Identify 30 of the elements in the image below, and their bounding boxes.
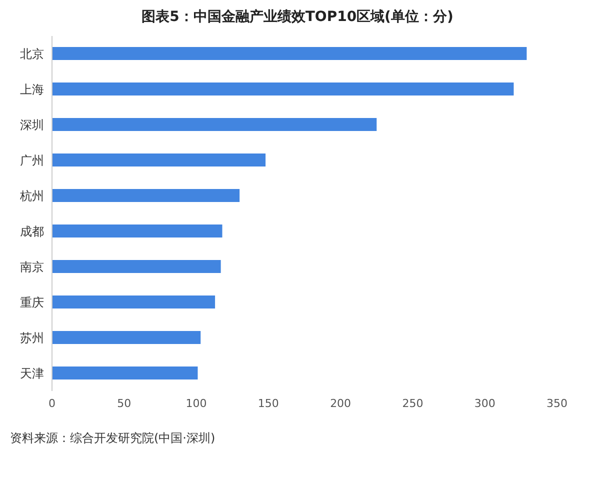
chart-title: 图表5：中国金融产业绩效TOP10区域(单位：分) (140, 8, 454, 26)
y-tick-label: 南京 (20, 260, 44, 274)
y-tick-label: 广州 (20, 154, 44, 168)
bar (52, 154, 266, 166)
bar (52, 82, 514, 96)
x-tick-label: 100 (186, 396, 207, 410)
y-tick-label: 上海 (20, 82, 44, 97)
y-tick-label: 成都 (20, 224, 44, 239)
y-tick-label: 天津 (20, 366, 44, 381)
bar (52, 331, 201, 344)
x-tick-label: 0 (48, 396, 56, 410)
y-tick-label: 重庆 (20, 296, 44, 310)
x-tick-label: 200 (330, 396, 352, 410)
text: 资料来源：综合开发研究院(中国·深圳) (10, 430, 216, 447)
x-tick-label: 350 (546, 396, 568, 410)
bar (52, 189, 240, 202)
bar (52, 260, 221, 273)
x-tick-label: 300 (474, 396, 496, 410)
y-tick-label: 深圳 (20, 118, 44, 132)
bar (52, 47, 527, 60)
y-tick-label: 苏州 (20, 331, 44, 346)
x-tick-label: 50 (117, 396, 132, 410)
x-tick-label: 150 (258, 396, 279, 410)
y-tick-label: 北京 (20, 47, 44, 62)
bar (52, 118, 377, 131)
bar (52, 366, 198, 380)
x-tick-label: 250 (402, 396, 424, 410)
bar (52, 296, 216, 308)
y-tick-label: 杭州 (19, 189, 44, 204)
bar (52, 224, 222, 238)
